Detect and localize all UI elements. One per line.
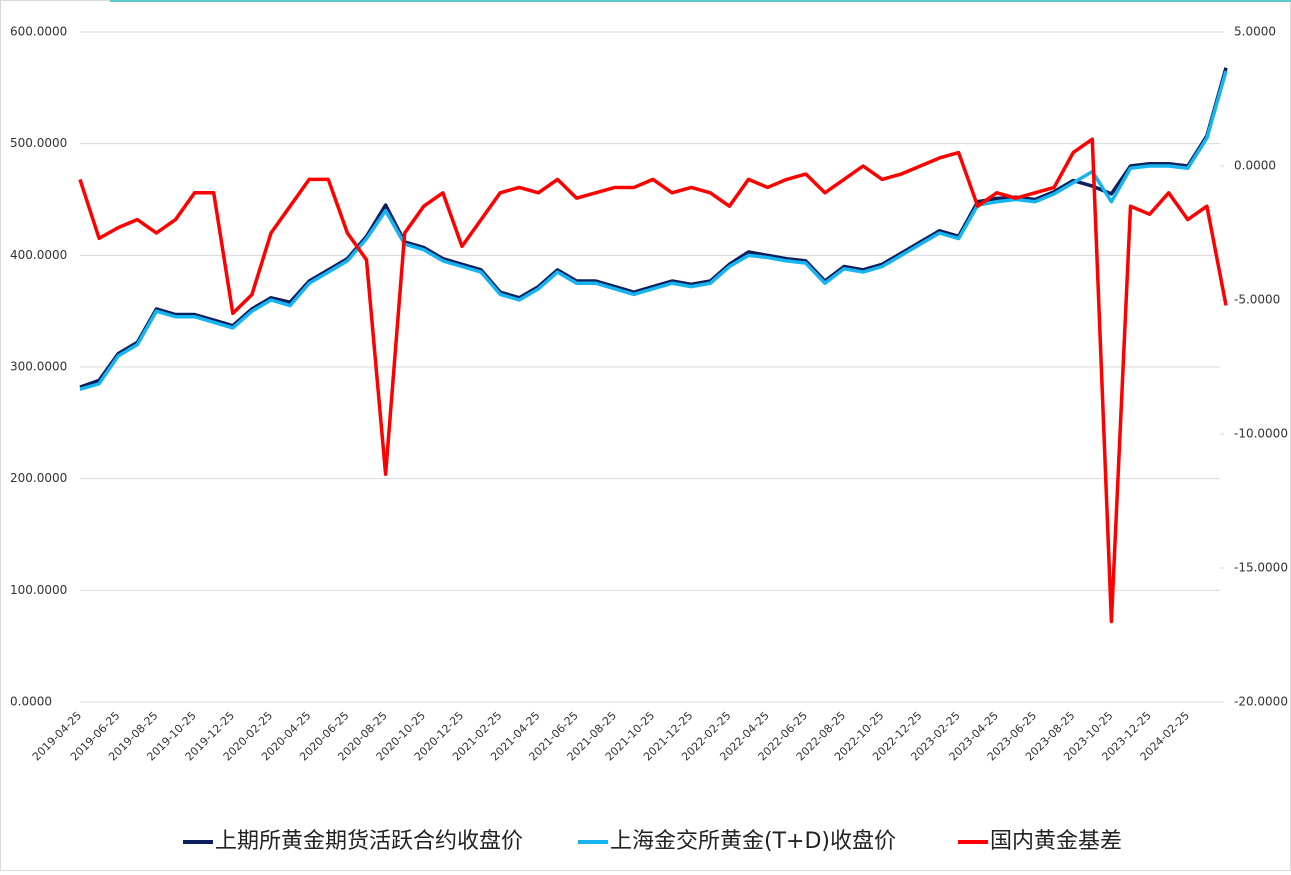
y2-tick-label: 5.0000 — [1234, 25, 1276, 39]
series-line — [78, 137, 1228, 624]
y2-tick-label: 0.0000 — [1234, 159, 1276, 173]
y2-tick-label: -20.0000 — [1234, 695, 1288, 709]
legend-label: 上期所黄金期货活跃合约收盘价 — [215, 829, 523, 854]
y-tick-label: 400.0000 — [10, 248, 67, 262]
y2-tick-label: -10.0000 — [1234, 427, 1288, 441]
y-tick-label: 600.0000 — [10, 25, 67, 39]
y-tick-label: 500.0000 — [10, 136, 67, 150]
y-tick-label: 0.0000 — [10, 695, 52, 709]
y2-tick-label: -15.0000 — [1234, 561, 1288, 575]
series-line — [79, 70, 1228, 392]
legend-label: 上海金交所黄金(T+D)收盘价 — [610, 829, 896, 854]
series-line — [79, 67, 1228, 389]
legend-label: 国内黄金基差 — [990, 829, 1122, 854]
y2-tick-label: -5.0000 — [1234, 293, 1280, 307]
y-tick-label: 100.0000 — [10, 583, 67, 597]
y-tick-label: 300.0000 — [10, 360, 67, 374]
y-tick-label: 200.0000 — [10, 471, 67, 485]
